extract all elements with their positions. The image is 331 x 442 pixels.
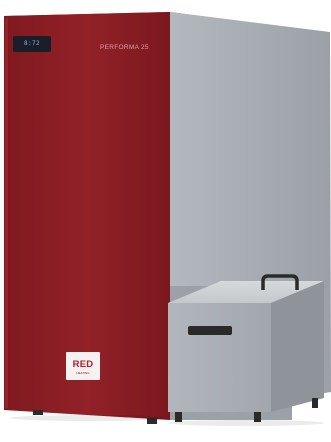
foot-front-right (147, 418, 157, 424)
brand-badge-subtext: HEATING (76, 371, 90, 375)
boiler-front-panel (4, 12, 170, 420)
boiler-shadow (10, 415, 170, 421)
hopper-top (168, 281, 324, 303)
hopper-foot-2 (254, 412, 261, 422)
boiler-side-panel (170, 12, 331, 398)
hopper-carry-handle (261, 274, 299, 290)
hopper-foot-1 (175, 412, 182, 422)
model-label: PERFORMA 25 (100, 44, 149, 51)
hopper-shadow (168, 420, 324, 426)
display-readout: 8:72 (23, 40, 41, 47)
front-highlight (5, 18, 8, 408)
hopper-foot-3 (312, 398, 318, 408)
hopper-side (271, 281, 324, 412)
foot-front-left (33, 410, 43, 415)
hopper-front (168, 303, 271, 412)
control-display (13, 36, 51, 52)
brand-badge (66, 352, 100, 380)
hopper-front-handle (188, 326, 232, 335)
brand-badge-text: RED (72, 359, 94, 370)
